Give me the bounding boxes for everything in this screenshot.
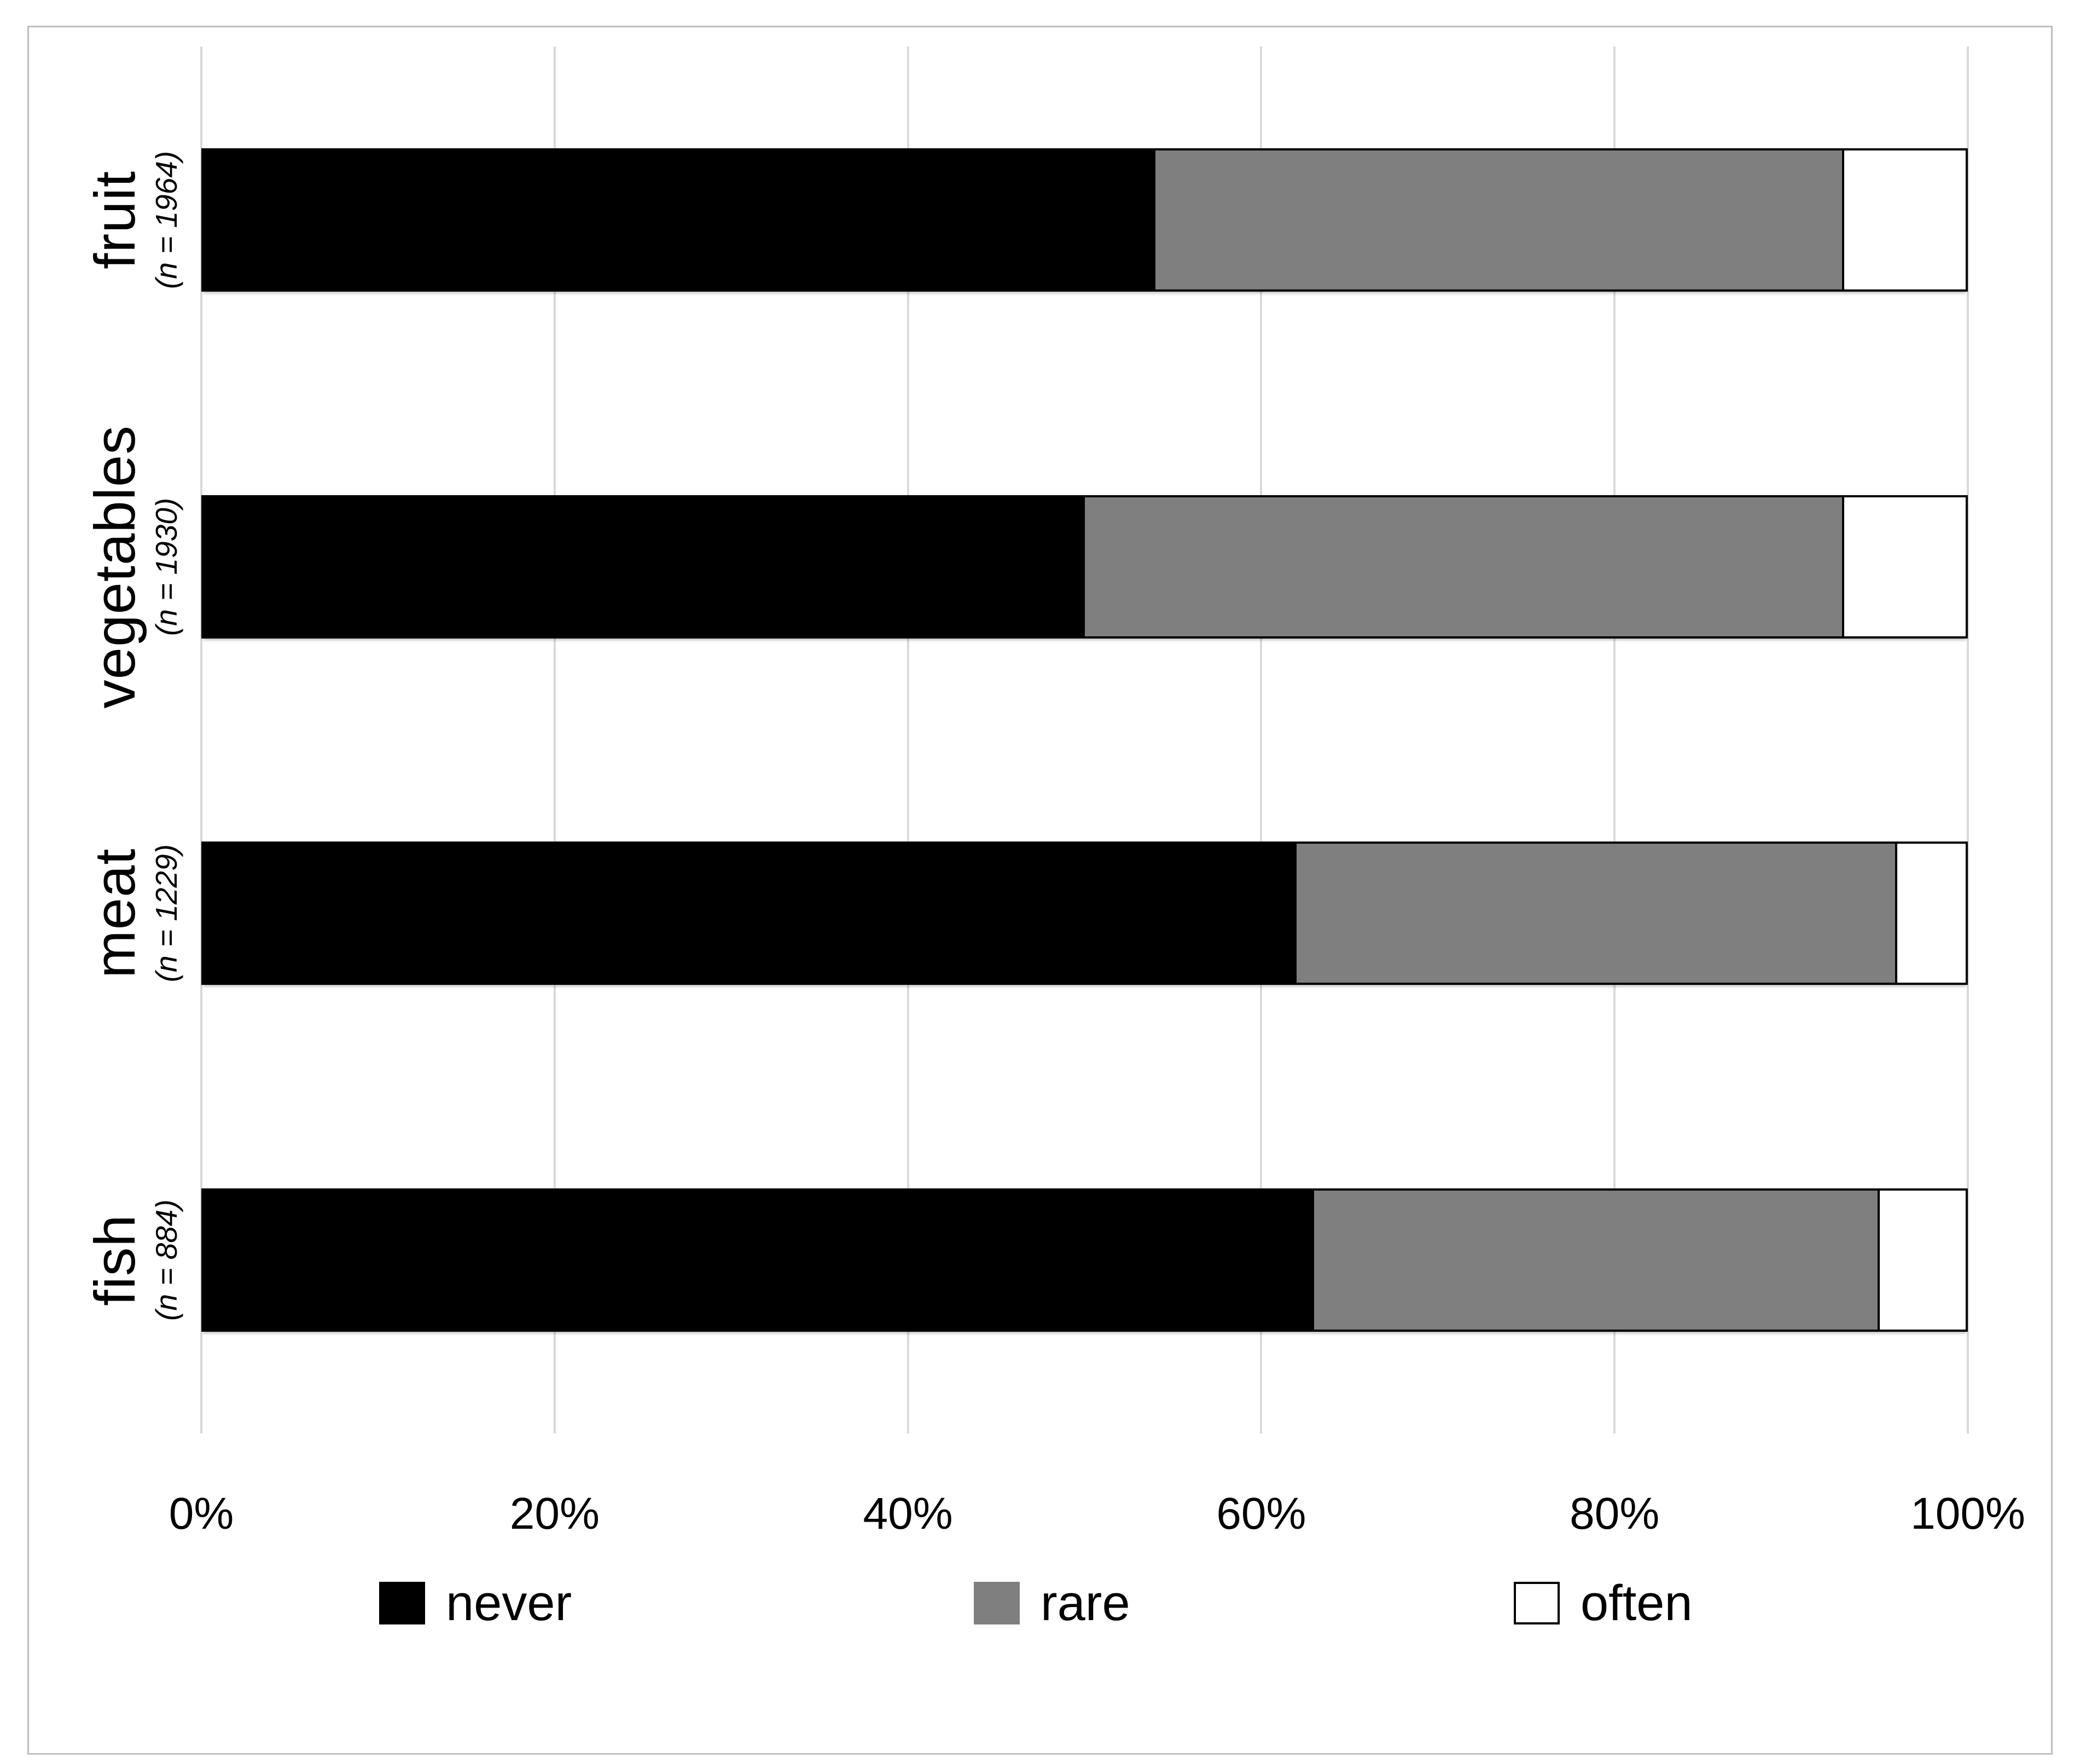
legend-label: often [1581,1575,1693,1631]
bar-row-meat [201,842,1968,985]
legend-swatch-often [1514,1582,1560,1624]
category-sample-size: (n = 1964) [149,150,183,289]
bar-segment-often [1879,1188,1968,1332]
gridline-60 [1260,47,1263,1434]
category-label-vegetables: vegetables (n = 1930) [83,425,185,709]
bar-segment-often [1844,148,1968,292]
bar-row-vegetables [201,495,1968,639]
legend-item-rare: rare [974,1575,1130,1631]
bar-row-fruit [201,148,1968,292]
x-axis-tick-label: 60% [1216,1489,1306,1539]
category-name: vegetables [83,425,147,709]
category-name: fruit [83,170,147,269]
category-sample-size: (n = 1930) [149,497,183,636]
bar-segment-rare [1314,1188,1880,1332]
gridline-20 [553,47,556,1434]
legend-item-never: never [379,1575,572,1631]
category-label-meat: meat (n = 1229) [83,844,185,982]
legend-swatch-never [379,1582,425,1624]
legend-label: never [446,1575,572,1631]
bar-segment-never [201,495,1085,639]
x-axis-tick-label: 20% [509,1489,600,1539]
gridline-100 [1967,47,1969,1434]
gridline-40 [907,47,909,1434]
category-name: fish [83,1214,147,1306]
bar-segment-often [1897,842,1968,985]
legend-label: rare [1041,1575,1130,1631]
gridline-80 [1613,47,1616,1434]
bar-segment-often [1844,495,1968,639]
bar-segment-never [201,842,1297,985]
legend-item-often: often [1514,1575,1693,1631]
x-axis-tick-label: 40% [863,1489,953,1539]
category-label-fish: fish (n = 884) [83,1199,185,1321]
category-sample-size: (n = 1229) [149,844,183,983]
bar-segment-rare [1084,495,1844,639]
legend-swatch-rare [974,1582,1020,1624]
bar-segment-rare [1296,842,1897,985]
x-axis-tick-label: 100% [1910,1489,2025,1539]
category-name: meat [83,848,147,979]
bar-segment-rare [1155,148,1844,292]
bar-segment-never [201,1188,1315,1332]
x-axis-tick-label: 80% [1570,1489,1660,1539]
category-label-fruit: fruit (n = 1964) [83,151,185,289]
category-sample-size: (n = 884) [149,1199,183,1321]
bar-segment-never [201,148,1155,292]
bar-row-fish [201,1188,1968,1332]
gridline-0 [200,47,202,1434]
x-axis-tick-label: 0% [169,1489,234,1539]
